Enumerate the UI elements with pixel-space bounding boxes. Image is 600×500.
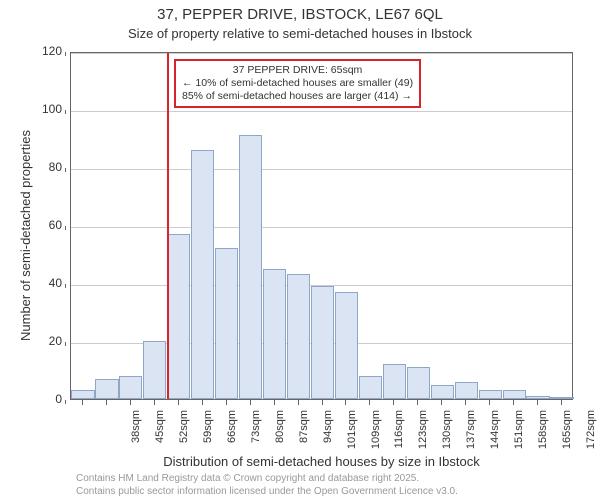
reference-line [167, 53, 169, 399]
histogram-bar [191, 150, 214, 399]
grid-line [71, 111, 572, 112]
x-tick [298, 400, 299, 405]
histogram-bar [95, 379, 118, 399]
y-tick [65, 400, 71, 404]
histogram-bar [407, 367, 430, 399]
x-tick [417, 400, 418, 405]
x-tick [226, 400, 227, 405]
y-tick-label: 20 [30, 334, 62, 348]
annotation-line: ← 10% of semi-detached houses are smalle… [182, 77, 413, 90]
y-tick [65, 52, 71, 56]
histogram-bar [359, 376, 382, 399]
histogram-bar [239, 135, 262, 399]
x-tick [106, 400, 107, 405]
y-tick [65, 168, 71, 172]
x-tick-label: 66sqm [226, 410, 238, 460]
x-axis-label: Distribution of semi-detached houses by … [70, 454, 573, 469]
x-tick [250, 400, 251, 405]
chart-subtitle: Size of property relative to semi-detach… [0, 26, 600, 41]
credits: Contains HM Land Registry data © Crown c… [76, 472, 458, 498]
x-tick-label: 38sqm [130, 410, 142, 460]
x-tick-label: 52sqm [178, 410, 190, 460]
histogram-bar [263, 269, 286, 400]
x-tick-label: 87sqm [298, 410, 310, 460]
annotation-title: 37 PEPPER DRIVE: 65sqm [182, 64, 413, 77]
x-tick [154, 400, 155, 405]
x-tick [345, 400, 346, 405]
x-tick [537, 400, 538, 405]
x-tick [393, 400, 394, 405]
x-tick [274, 400, 275, 405]
y-tick [65, 284, 71, 288]
x-tick-label: 130sqm [441, 410, 453, 460]
y-tick-label: 80 [30, 160, 62, 174]
x-tick-label: 59sqm [202, 410, 214, 460]
annotation-line: 85% of semi-detached houses are larger (… [182, 90, 413, 103]
grid-line [71, 53, 572, 54]
chart-title: 37, PEPPER DRIVE, IBSTOCK, LE67 6QL [0, 6, 600, 23]
y-tick-label: 100 [30, 102, 62, 116]
x-tick-label: 109sqm [370, 410, 382, 460]
histogram-bar [526, 396, 549, 399]
x-tick [369, 400, 370, 405]
y-tick [65, 226, 71, 230]
x-tick [489, 400, 490, 405]
x-tick-label: 158sqm [537, 410, 549, 460]
x-tick [130, 400, 131, 405]
histogram-bar [167, 234, 190, 399]
histogram-bar [311, 286, 334, 399]
x-tick [202, 400, 203, 405]
x-tick-label: 73sqm [250, 410, 262, 460]
x-tick-label: 165sqm [561, 410, 573, 460]
histogram-bar [143, 341, 166, 399]
x-tick [513, 400, 514, 405]
histogram-bar [383, 364, 406, 399]
y-tick [65, 110, 71, 114]
histogram-bar [215, 248, 238, 399]
y-tick [65, 342, 71, 346]
x-tick [82, 400, 83, 405]
credits-line-2: Contains public sector information licen… [76, 485, 458, 498]
x-tick-label: 144sqm [489, 410, 501, 460]
credits-line-1: Contains HM Land Registry data © Crown c… [76, 472, 458, 485]
histogram-bar [335, 292, 358, 399]
y-tick-label: 120 [30, 44, 62, 58]
chart-container: 37, PEPPER DRIVE, IBSTOCK, LE67 6QL Size… [0, 0, 600, 500]
histogram-bar [550, 397, 573, 399]
x-tick-label: 172sqm [585, 410, 597, 460]
y-tick-label: 40 [30, 276, 62, 290]
histogram-bar [479, 390, 502, 399]
histogram-bar [503, 390, 526, 399]
x-tick-label: 80sqm [274, 410, 286, 460]
x-tick [561, 400, 562, 405]
x-tick-label: 123sqm [417, 410, 429, 460]
y-axis-label: Number of semi-detached properties [18, 130, 33, 341]
x-tick-label: 137sqm [465, 410, 477, 460]
histogram-bar [287, 274, 310, 399]
x-tick [178, 400, 179, 405]
x-tick-label: 101sqm [346, 410, 358, 460]
x-tick [465, 400, 466, 405]
x-tick-label: 151sqm [513, 410, 525, 460]
y-tick-label: 0 [30, 392, 62, 406]
x-tick-label: 94sqm [322, 410, 334, 460]
histogram-bar [119, 376, 142, 399]
x-tick-label: 116sqm [393, 410, 405, 460]
annotation-box: 37 PEPPER DRIVE: 65sqm← 10% of semi-deta… [174, 59, 421, 108]
histogram-bar [431, 385, 454, 400]
histogram-bar [71, 390, 94, 399]
x-tick-label: 45sqm [154, 410, 166, 460]
x-tick [322, 400, 323, 405]
plot-area: 37 PEPPER DRIVE: 65sqm← 10% of semi-deta… [70, 52, 573, 400]
y-tick-label: 60 [30, 218, 62, 232]
x-tick [441, 400, 442, 405]
grid-line [71, 227, 572, 228]
grid-line [71, 169, 572, 170]
histogram-bar [455, 382, 478, 399]
